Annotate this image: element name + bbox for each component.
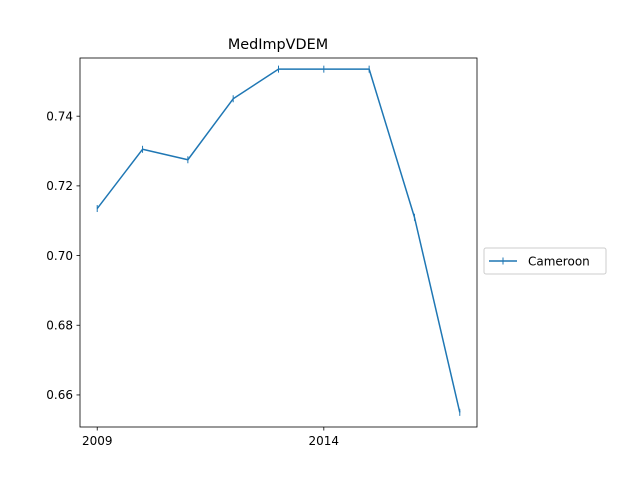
- x-tick-label: 2014: [309, 434, 340, 448]
- legend-label-cameroon: Cameroon: [528, 255, 590, 269]
- legend-box: [483, 247, 607, 275]
- axes: 2009 2014 0.66 0.68 0.70 0.72 0.74: [46, 109, 339, 448]
- plot-frame: [79, 57, 478, 428]
- y-tick-label: 0.68: [46, 319, 73, 333]
- legend: Cameroon: [483, 247, 607, 275]
- chart-title: MedImpVDEM: [228, 37, 328, 53]
- y-tick-label: 0.72: [46, 179, 73, 193]
- plot-area: [80, 58, 477, 427]
- y-tick-label: 0.70: [46, 249, 73, 263]
- data-layer: [96, 65, 461, 416]
- x-tick-label: 2009: [82, 434, 113, 448]
- y-tick-label: 0.74: [46, 109, 73, 123]
- y-tick-label: 0.66: [46, 388, 73, 402]
